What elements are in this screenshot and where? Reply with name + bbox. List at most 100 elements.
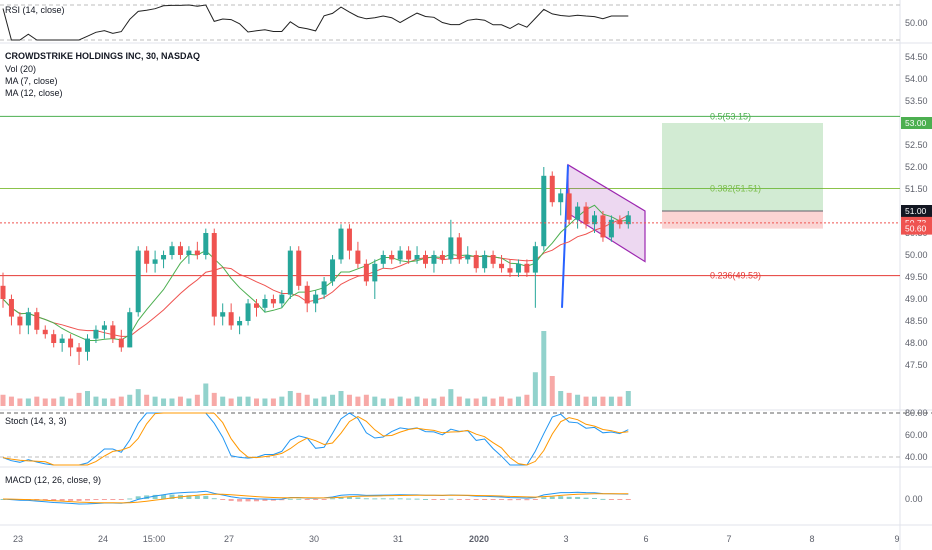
candle [135,246,141,317]
volume-bar [144,394,150,406]
candle-body [372,263,378,282]
rsi-label: RSI (14, close) [5,5,65,15]
macd-histogram-bar [524,499,530,501]
candle [363,259,369,286]
macd-histogram-bar [608,499,614,500]
rsi-axis-tick: 50.00 [905,18,928,28]
candle [59,334,65,352]
fib-level-label: 0.5(53.15) [710,111,751,121]
candle-body [363,263,369,282]
macd-histogram-bar [245,499,251,502]
candle-body [397,250,403,260]
profit-zone[interactable] [662,123,823,211]
macd-histogram-bar [448,498,454,500]
price-axis-tick: 47.50 [905,360,928,370]
candle-body [127,312,133,348]
volume-bar [558,391,564,406]
candle-body [625,215,631,225]
candle-body [211,233,217,317]
candle-body [177,246,183,255]
macd-histogram-bar [482,499,488,500]
volume-bar [465,398,471,406]
volume-bar [549,376,555,406]
indicator-label-vol: Vol (20) [5,64,36,74]
candle-body [118,338,124,348]
candle-body [592,215,597,225]
candle [355,241,361,269]
candle [42,325,48,339]
candle [346,224,352,260]
candle-body [389,255,395,260]
candle [625,211,631,229]
candle-body [186,250,192,255]
volume-bar [532,372,538,406]
symbol-title: CROWDSTRIKE HOLDINGS INC, 30, NASDAQ [5,51,200,61]
macd-histogram-bar [85,499,90,501]
candle-body [25,312,31,326]
candle [617,215,623,229]
candle-body [237,321,243,326]
price-axis-tick: 54.50 [905,52,928,62]
candle-body [270,299,276,304]
candle-body [456,237,462,260]
volume-bar [220,396,226,406]
volume-bar [203,383,209,406]
candle-body [101,325,107,330]
candle [558,189,564,216]
price-tag [901,117,932,129]
candle-body [321,281,327,295]
macd-histogram-bar [355,497,361,499]
candle-body [414,255,420,260]
candlesticks [0,167,631,365]
time-axis-tick: 24 [98,534,108,544]
volume-bar [169,398,175,406]
macd-histogram-bar [304,499,310,500]
macd-histogram-bar [152,494,158,499]
candle [220,303,226,326]
candle-body [439,255,445,260]
macd-histogram-bar [270,499,276,501]
macd-histogram-bar [93,499,99,500]
volume-bar [338,391,344,406]
loss-zone[interactable] [662,211,823,229]
macd-signal-line [2,493,629,504]
volume-bar [456,396,462,406]
candle [600,211,606,242]
time-axis-tick: 27 [224,534,234,544]
candle [423,250,428,269]
long-position-tool[interactable] [662,123,823,229]
macd-histogram-bar [101,499,107,500]
macd-histogram-bar [558,496,564,499]
volume-bar [575,394,581,406]
candle-body [515,263,521,273]
candle-body [431,255,437,264]
macd-histogram-bar [507,499,513,501]
price-axis-tick: 48.50 [905,316,928,326]
volume-bar [177,396,183,406]
candle-body [617,219,623,225]
flag-pole-line[interactable] [561,164,569,308]
candle [17,312,23,335]
candle-body [169,246,175,255]
stoch-axis-tick: 60.00 [905,430,928,440]
price-tag [901,222,932,235]
candle-body [448,237,454,260]
candle-body [161,255,167,260]
volume-bar [161,398,167,406]
time-axis-tick: 3 [563,534,568,544]
price-tag-label: 53.00 [905,118,927,128]
candle-body [423,255,428,264]
macd-histogram-bar [262,499,268,501]
volume-bar [448,389,454,406]
volume-bar [431,398,437,406]
candle-body [51,334,57,343]
candle [287,246,293,299]
stoch-pane: Stoch (14, 3, 3) 80.00 60.00 40.00 [0,408,932,466]
candle [575,202,581,229]
candle [51,329,57,348]
indicator-label-ma7: MA (7, close) [5,76,58,86]
macd-histogram-bar [68,499,74,501]
volume-bar [515,396,521,406]
candle-body [203,233,209,255]
